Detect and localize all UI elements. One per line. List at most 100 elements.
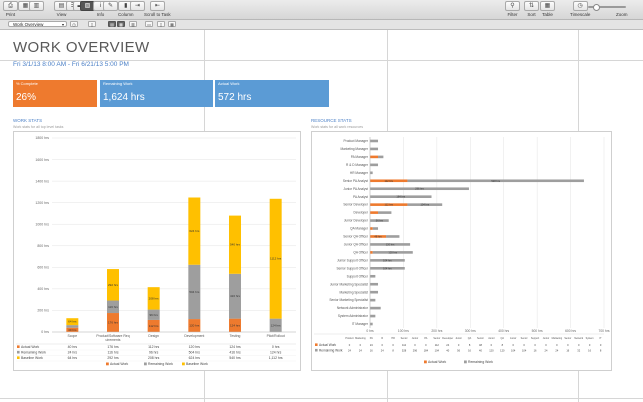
toolbar-label: View: [56, 12, 67, 17]
legend-label: Baseline Work: [186, 362, 208, 366]
category-label: Marketing Specialist: [339, 290, 368, 294]
table-cell: 0: [392, 343, 394, 347]
category-label: Pilot/Rollout: [267, 334, 285, 338]
printer-button[interactable]: ⎙ Print: [3, 1, 18, 18]
table-cell: 0: [600, 343, 602, 347]
table-cell: 24: [555, 349, 558, 353]
data-label: 40 hrs: [68, 328, 77, 332]
bar-actual-work-testing: [229, 318, 241, 332]
y-tick-label: 1200 hrs: [35, 201, 49, 205]
kpi-actual-work[interactable]: Actual Work 572 hrs: [215, 80, 329, 107]
x-tick-label: 200 hrs: [431, 329, 442, 333]
bar-remaining-work-developer: [378, 211, 392, 214]
data-label: 504 hrs: [189, 290, 200, 294]
category-label: Development: [184, 334, 204, 338]
table-row-name: Actual Work: [319, 343, 337, 347]
category-label: R & D Manager: [346, 163, 369, 167]
table-cell: 0: [349, 343, 351, 347]
table-cell: 540 hrs: [229, 356, 241, 360]
legend-label: Actual Work: [428, 360, 447, 364]
table-col-head: Junior: [412, 337, 419, 340]
y-tick-label: 1800 hrs: [35, 136, 49, 140]
sort-button[interactable]: ⇅ Sort: [524, 1, 539, 18]
bar-remaining-work-it-manager: [370, 322, 373, 326]
bar-remaining-work-development: [188, 264, 201, 320]
zoom-slider-knob[interactable]: [593, 4, 600, 11]
table-swatch: [315, 348, 318, 352]
table-col-head: Senior: [477, 337, 484, 340]
zoom-slider[interactable]: [588, 4, 626, 11]
resource-stats-svg: 0 hrs 100 hrs 200 hrs 300 hrs 400 hrs 500 hrs…: [314, 137, 610, 364]
work-stats-title: WORK STATS: [13, 118, 43, 123]
table-cell: 0: [589, 343, 591, 347]
chevron-down-icon: ▾: [61, 22, 64, 27]
table-cell: 416 hrs: [229, 351, 241, 355]
chart-icon: ▥: [29, 1, 44, 11]
table-cell: 292 hrs: [107, 356, 119, 360]
scroll-to-task-button[interactable]: ⇤ Scroll to Task: [144, 1, 171, 18]
y-tick-label: 1000 hrs: [35, 222, 49, 226]
view-select[interactable]: Work Overview ▾: [8, 21, 67, 27]
category-label: Network Administrator: [337, 306, 369, 310]
table-cell: 1,112 hrs: [269, 356, 283, 360]
bar-remaining-work-network-administrator: [370, 306, 381, 310]
bar-remaining-work-testing: [229, 273, 241, 319]
table-cell: 624 hrs: [189, 356, 201, 360]
view-mode-c-icon[interactable]: ▥: [129, 21, 137, 27]
table-cell: 8: [600, 349, 602, 353]
report-dates: Fri 3/1/13 8:00 AM - Fri 6/21/13 5:00 PM: [13, 61, 129, 68]
indent-button[interactable]: ⇥: [130, 1, 145, 18]
category-label: Senior Developer: [343, 203, 369, 207]
category-label: Product Manager: [344, 139, 369, 143]
layout-c-icon[interactable]: ▦: [168, 21, 176, 27]
resource-stats-chart[interactable]: 0 hrs 100 hrs 200 hrs 300 hrs 400 hrs 500 hrs…: [311, 131, 612, 371]
y-tick-label: 1400 hrs: [35, 179, 49, 183]
category-label: Junior Marketing Specialist: [330, 282, 368, 286]
zoom-button[interactable]: Zoom: [616, 1, 628, 18]
bar-remaining-work-qa-officer: [372, 251, 413, 254]
timescale-button[interactable]: ◷ Timescale: [570, 1, 590, 18]
bar-remaining-work-marketing-specialist: [370, 290, 379, 294]
bar-remaining-work-pa-analyst: [370, 195, 432, 198]
bar-remaining-work-senior-support-officer: [370, 267, 405, 270]
filter-button[interactable]: ⚲ Filter: [505, 1, 520, 18]
view-mode-b-icon[interactable]: ▦: [117, 21, 125, 27]
note-button[interactable]: ✎: [103, 1, 118, 18]
kpi-percent-complete[interactable]: % Complete 26%: [13, 80, 97, 107]
data-label: 176 hrs: [108, 321, 119, 325]
table-cell: 0: [578, 343, 580, 347]
layout-b-icon[interactable]: ▯: [157, 21, 165, 27]
table-button[interactable]: ▦ Table: [540, 1, 555, 18]
calendar-icon[interactable]: ◷: [70, 21, 78, 27]
table-cell: 0: [360, 343, 362, 347]
bar-remaining-work-qa-manager: [372, 227, 379, 230]
legend-swatch: [464, 360, 467, 364]
sidebar-icon[interactable]: ▯: [88, 21, 96, 27]
table-col-head: Network: [574, 337, 584, 340]
data-label: 56 hrs: [376, 219, 384, 223]
data-label: 1112 hrs: [270, 257, 282, 261]
table-cell: 48: [479, 343, 482, 347]
toolbar-label: Zoom: [616, 12, 628, 17]
table-cell: 0: [534, 343, 536, 347]
table-cell: 16: [534, 349, 537, 353]
table-cell: 0: [567, 343, 569, 347]
kpi-remaining-work[interactable]: Remaining Work 1,624 hrs: [100, 80, 213, 107]
data-label: 104 hrs: [383, 258, 392, 262]
timescale-icon: ◷: [572, 1, 588, 11]
work-stats-chart[interactable]: 0 hrs 200 hrs 400 hrs 600 hrs 800 hrs 1000 hr…: [13, 131, 301, 371]
layout-a-icon[interactable]: ▭: [145, 21, 153, 27]
table-col-head: Senior: [564, 337, 571, 340]
category-label: Developer: [353, 211, 368, 215]
view-mode-a-icon[interactable]: ▤: [108, 21, 116, 27]
data-label: 184 hrs: [396, 195, 405, 199]
view-bar: Work Overview ▾ ◷ ▯ ▤ ▦ ▥ ▭ ▯ ▦: [0, 20, 643, 30]
category-label: Senior QA Officer: [343, 235, 369, 239]
legend-swatch: [424, 360, 427, 364]
category-label: Product/Software Req: [96, 334, 129, 338]
data-label: 120 hrs: [388, 250, 397, 254]
toolbar-label: Info: [96, 12, 105, 17]
table-cell: 124 hrs: [229, 345, 241, 349]
table-col-head: Senior: [433, 337, 440, 340]
chart-button[interactable]: ▥: [29, 1, 44, 18]
